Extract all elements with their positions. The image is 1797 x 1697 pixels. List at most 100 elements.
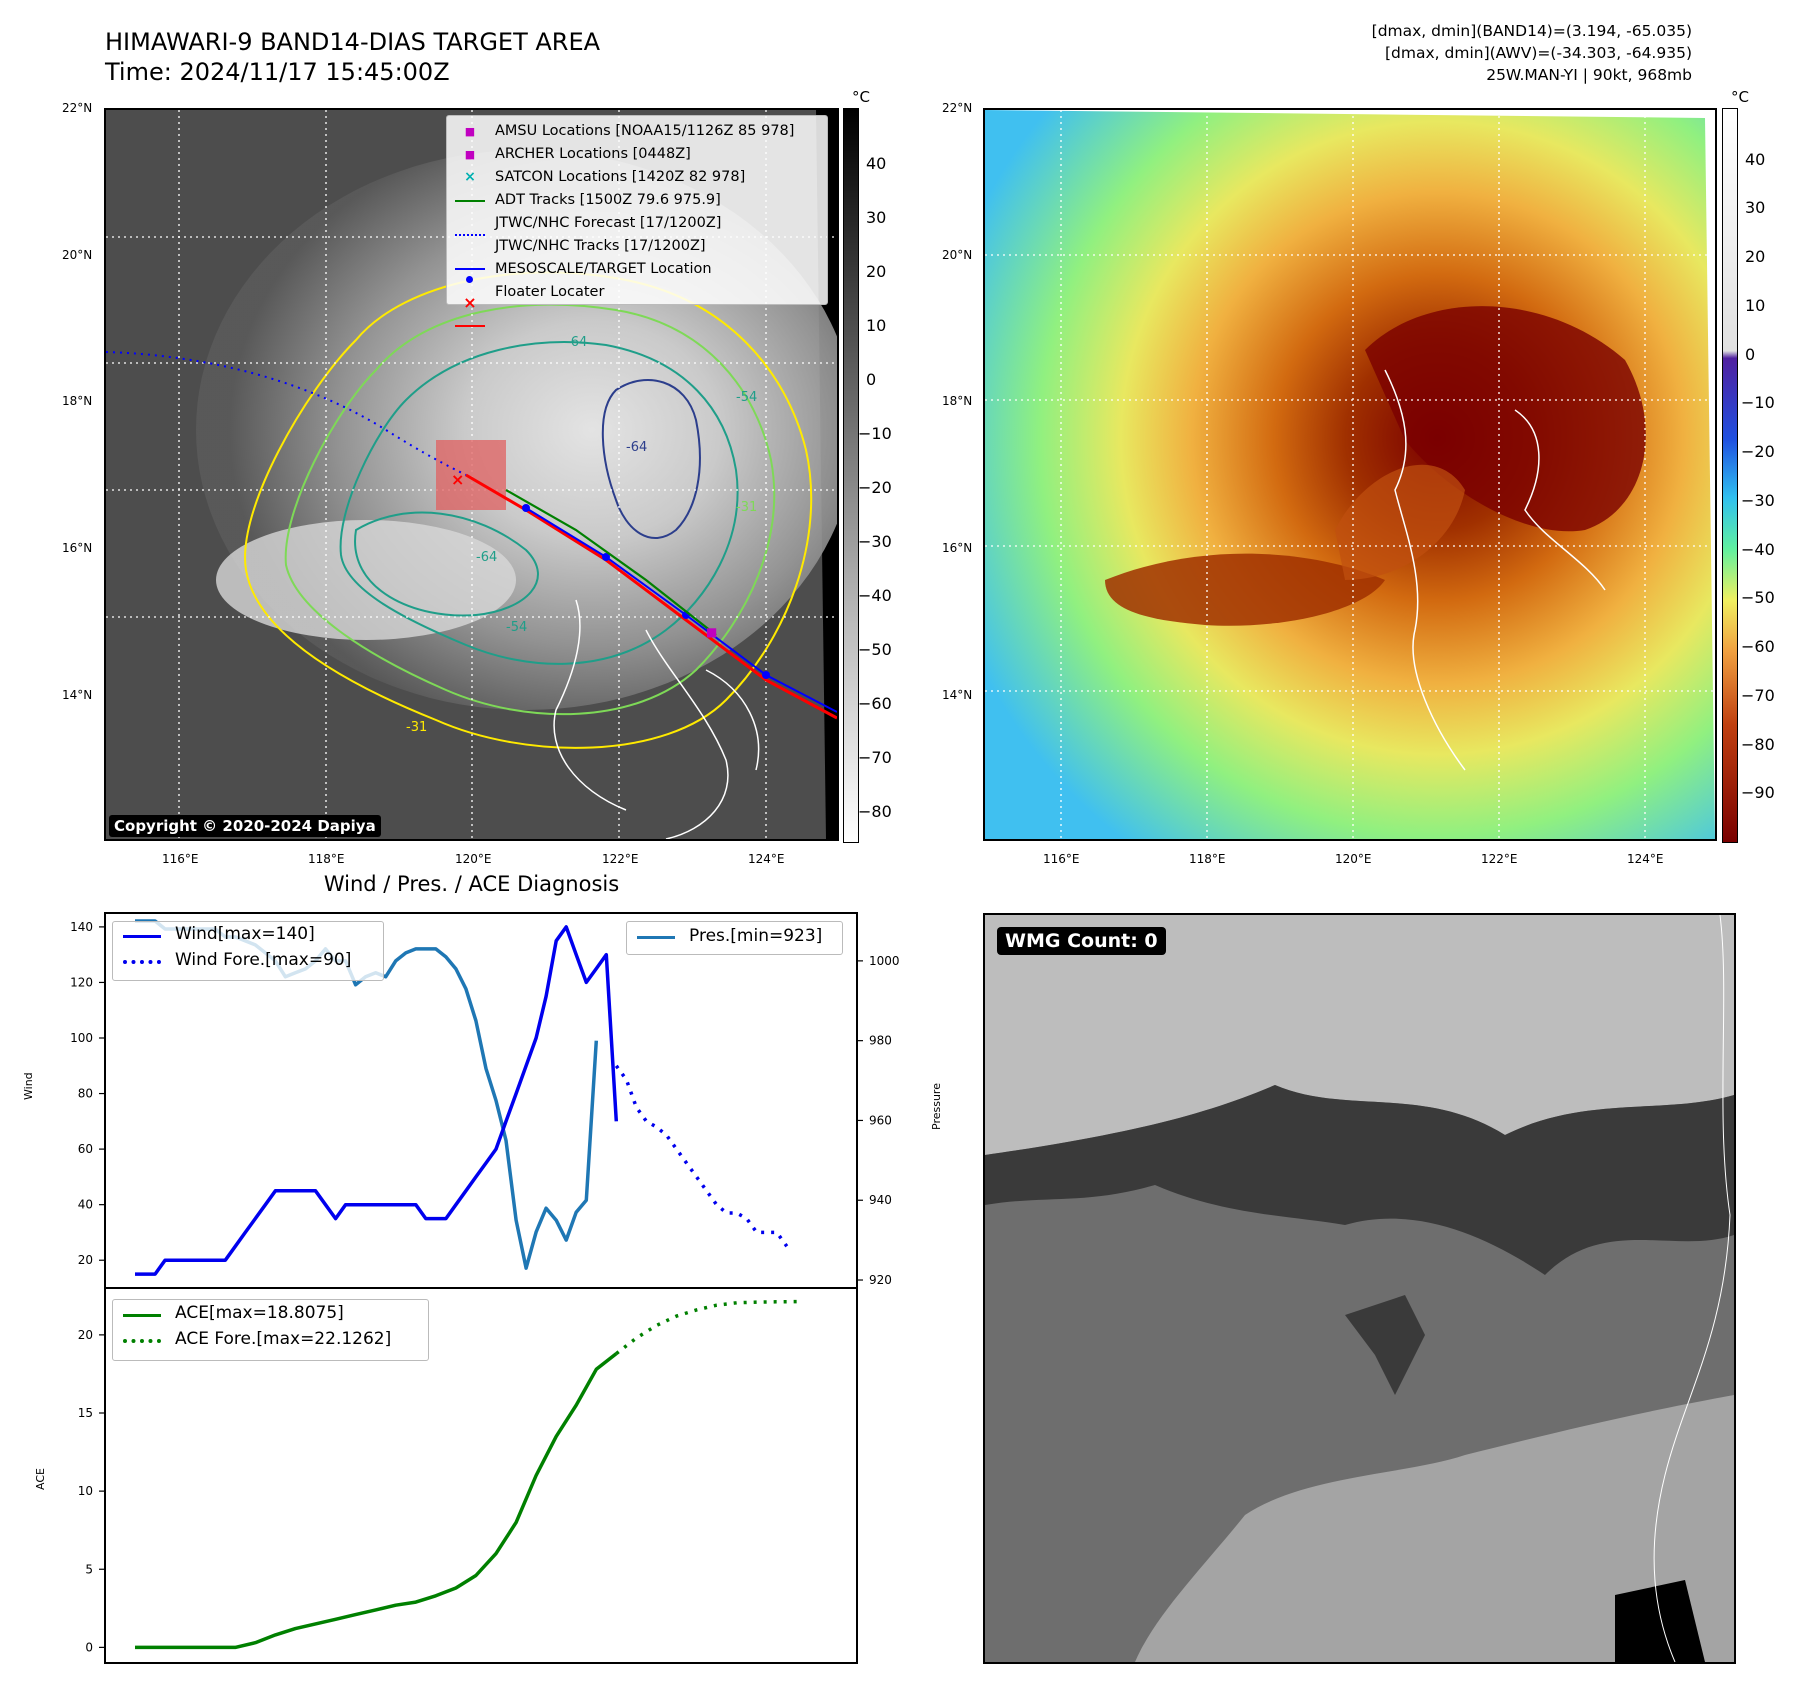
svg-text:■: ■: [706, 625, 717, 639]
colorbar-unit: °C: [1731, 88, 1749, 106]
ir-map-panel[interactable]: × ■ -64 -54 -64 -31 -64 -54 -31 ■ ■ × × …: [104, 108, 839, 841]
svg-text:×: ×: [451, 470, 464, 489]
line-icon: [455, 325, 485, 348]
dotted-line-icon: [123, 1339, 161, 1343]
colorbar-tick: −70: [858, 748, 892, 767]
copyright: Copyright © 2020-2024 Dapiya: [109, 815, 381, 837]
pressure-axis-label: Pressure: [930, 1083, 943, 1130]
color-ir-canvas: [985, 110, 1715, 839]
square-marker-icon: ■: [464, 125, 476, 138]
ace-legend: ACE[max=18.8075] ACE Fore.[max=22.1262]: [112, 1299, 429, 1361]
contour-label: -64: [626, 440, 648, 455]
ace-forecast-line: [615, 1299, 797, 1355]
title-line2: Time: 2024/11/17 15:45:00Z: [105, 58, 450, 86]
legend-entry: Floater Locater: [495, 284, 605, 300]
legend-entry: Wind Fore.[max=90]: [175, 950, 352, 970]
colorbar-tick: −30: [1741, 491, 1775, 510]
lat-tick: 16°N: [62, 541, 93, 555]
ace-axis-label: ACE: [34, 1468, 47, 1490]
lat-tick: 14°N: [62, 688, 93, 702]
lat-tick: 22°N: [942, 101, 973, 115]
color-colorbar: [1722, 108, 1738, 843]
lon-tick: 124°E: [748, 852, 785, 866]
lon-tick: 118°E: [308, 852, 345, 866]
colorbar-tick: −10: [858, 424, 892, 443]
y-tick-label: 140: [70, 920, 93, 934]
dotted-line-icon: [455, 234, 485, 257]
lat-tick: 16°N: [942, 541, 973, 555]
legend-entry: MESOSCALE/TARGET Location: [495, 261, 712, 277]
y-tick-label: 60: [78, 1142, 93, 1156]
y-tick-label: 80: [78, 1087, 93, 1101]
colorbar-tick: 0: [1745, 345, 1756, 364]
colorbar-tick: 40: [866, 154, 887, 173]
colorbar-tick: 10: [866, 316, 887, 335]
colorbar-tick: −80: [1741, 735, 1775, 754]
contour-label: -64: [476, 550, 498, 565]
dmax-band14: [dmax, dmin](BAND14)=(3.194, -65.035): [1371, 22, 1692, 40]
storm-info: 25W.MAN-YI | 90kt, 968mb: [1486, 66, 1692, 84]
lon-tick: 118°E: [1189, 852, 1226, 866]
solid-line-icon: [637, 936, 675, 939]
legend-entry: ACE[max=18.8075]: [175, 1303, 344, 1323]
square-marker-icon: ■: [464, 148, 476, 161]
wind-axis-label: Wind: [22, 1072, 35, 1100]
colorbar-tick: 10: [1745, 296, 1766, 315]
colorbar-tick: 40: [1745, 150, 1766, 169]
colorbar-tick: −40: [858, 586, 892, 605]
legend-entry: AMSU Locations [NOAA15/1126Z 85 978]: [495, 123, 795, 139]
colorbar-tick: 30: [866, 208, 887, 227]
contour-label: -54: [506, 620, 528, 635]
lat-tick: 22°N: [62, 101, 93, 115]
colorbar-tick: −90: [1741, 783, 1775, 802]
gray-colorbar: [843, 108, 859, 843]
contour-label: -31: [736, 500, 758, 515]
wmg-panel[interactable]: WMG Count: 0: [983, 913, 1736, 1664]
lat-tick: 18°N: [62, 394, 93, 408]
lat-tick: 18°N: [942, 394, 973, 408]
x-marker-icon: ×: [464, 169, 476, 185]
colorbar-tick: −40: [1741, 540, 1775, 559]
colorbar-tick: −70: [1741, 686, 1775, 705]
y-tick-label: 15: [78, 1406, 93, 1420]
lon-tick: 120°E: [455, 852, 492, 866]
chart-frame: [104, 912, 858, 1664]
y-tick-label: 960: [869, 1113, 892, 1127]
legend-entry: Pres.[min=923]: [689, 926, 823, 946]
dmax-awv: [dmax, dmin](AWV)=(-34.303, -64.935): [1385, 44, 1692, 62]
lat-tick: 20°N: [62, 248, 93, 262]
lon-tick: 122°E: [1481, 852, 1518, 866]
lon-tick: 116°E: [1043, 852, 1080, 866]
colorbar-tick: 20: [1745, 247, 1766, 266]
y-tick-label: 20: [78, 1253, 93, 1267]
legend-entry: ARCHER Locations [0448Z]: [495, 146, 691, 162]
ace-series-line: [135, 1352, 618, 1650]
y-tick-label: 100: [70, 1031, 93, 1045]
colorbar-tick: −20: [1741, 442, 1775, 461]
solid-line-icon: [123, 1314, 161, 1317]
legend-entry: SATCON Locations [1420Z 82 978]: [495, 169, 746, 185]
legend-entry: JTWC/NHC Tracks [17/1200Z]: [495, 238, 706, 254]
solid-line-icon: [123, 935, 161, 938]
colorbar-tick: −80: [858, 802, 892, 821]
x-marker-icon: ×: [463, 293, 477, 312]
title-line1: HIMAWARI-9 BAND14-DIAS TARGET AREA: [105, 28, 601, 56]
y-tick-label: 40: [78, 1198, 93, 1212]
colorbar-tick: −60: [858, 694, 892, 713]
pressure-legend: Pres.[min=923]: [626, 921, 843, 955]
contour-label: -54: [736, 390, 758, 405]
contour-label: -64: [566, 335, 588, 350]
lon-tick: 122°E: [602, 852, 639, 866]
y-tick-label: 1000: [869, 954, 900, 968]
y-tick-label: 940: [869, 1193, 892, 1207]
dotted-line-icon: [123, 960, 161, 964]
lat-tick: 20°N: [942, 248, 973, 262]
line-icon: [455, 200, 485, 223]
lat-tick: 14°N: [942, 688, 973, 702]
y-tick-label: 0: [85, 1640, 93, 1654]
color-ir-map-panel[interactable]: [983, 108, 1717, 841]
wind-forecast-line: [614, 1064, 789, 1248]
colorbar-tick: −50: [858, 640, 892, 659]
line-dot-icon: [455, 268, 485, 291]
map-legend: ■ ■ × × AMSU Locations [NOAA15/1126Z 85 …: [446, 115, 828, 327]
